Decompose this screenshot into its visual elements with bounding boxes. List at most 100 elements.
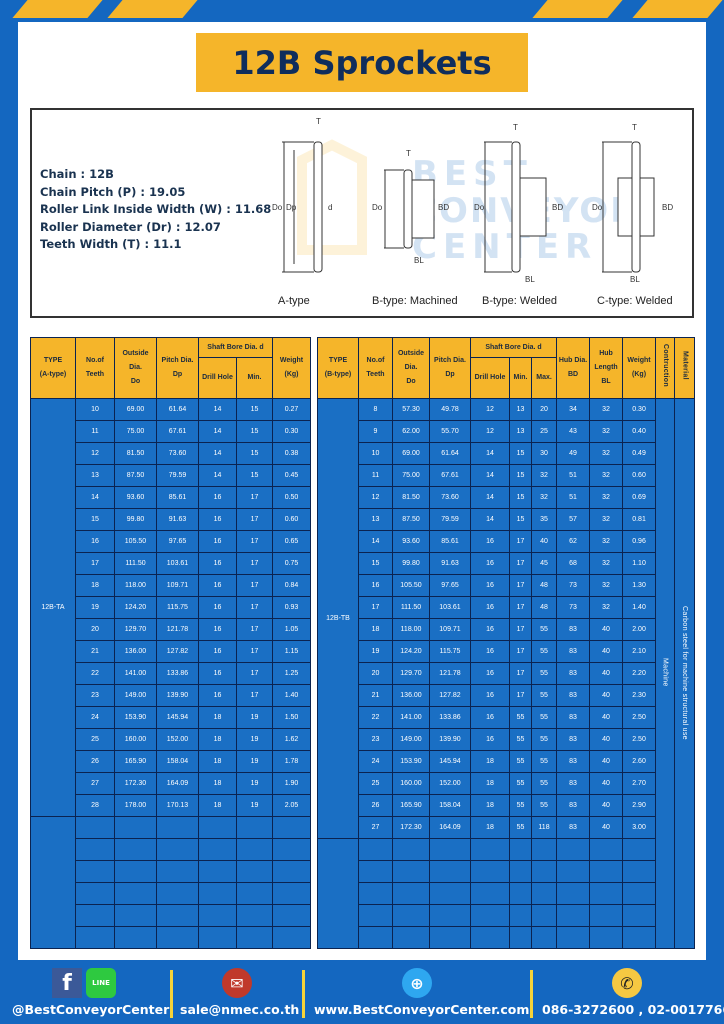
- table-cell: 22: [358, 706, 393, 729]
- table-cell: 69.00: [392, 442, 430, 465]
- table-cell: 55: [530, 640, 558, 663]
- empty-cell: [589, 926, 624, 949]
- table-cell: 11: [75, 420, 115, 443]
- empty-cell: [198, 860, 237, 883]
- table-cell: 152.00: [156, 728, 199, 751]
- social-handle[interactable]: @BestConveyorCenter: [12, 1002, 170, 1017]
- table-cell: 16: [470, 728, 510, 751]
- table-cell: 69.00: [114, 398, 157, 421]
- table-cell: 0.38: [272, 442, 311, 465]
- facebook-icon[interactable]: f: [52, 968, 82, 998]
- empty-cell: [556, 882, 591, 905]
- empty-cell: [392, 882, 430, 905]
- table-cell: 17: [509, 552, 532, 575]
- caption-a-type: A-type: [278, 295, 310, 307]
- table-row: 13 87.50 79.59 14 15 35 57 32 0.81: [318, 508, 695, 531]
- table-cell: 40: [530, 530, 558, 553]
- header-teeth: No.of Teeth: [75, 337, 115, 399]
- table-row: 23 149.00 139.90 16 17 1.40: [31, 684, 311, 707]
- table-cell: 16: [470, 552, 510, 575]
- table-cell: 49.78: [429, 398, 471, 421]
- table-cell: 16: [470, 662, 510, 685]
- empty-cell: [429, 838, 471, 861]
- empty-cell: [556, 860, 591, 883]
- table-cell: 17: [236, 684, 273, 707]
- line-icon[interactable]: LINE: [86, 968, 116, 998]
- table-cell: 15: [75, 508, 115, 531]
- table-cell: 26: [75, 750, 115, 773]
- table-cell: 12: [470, 420, 510, 443]
- table-cell: 0.40: [622, 420, 657, 443]
- stripe: [632, 0, 723, 18]
- empty-cell: [392, 904, 430, 927]
- table-row: 20 129.70 121.78 16 17 1.05: [31, 618, 311, 641]
- table-cell: 127.82: [156, 640, 199, 663]
- empty-cell: [556, 926, 591, 949]
- website-link[interactable]: www.BestConveyorCenter.com: [314, 1002, 530, 1017]
- empty-cell: [509, 904, 532, 927]
- table-row: 24 153.90 145.94 18 55 55 83 40 2.60: [318, 750, 695, 773]
- table-cell: 97.65: [156, 530, 199, 553]
- header-construction: Contruction: [655, 337, 676, 399]
- table-cell: 14: [358, 530, 393, 553]
- empty-cell: [236, 926, 273, 949]
- table-cell: 40: [589, 816, 624, 839]
- table-row: 18 118.00 109.71 16 17 55 83 40 2.00: [318, 618, 695, 641]
- empty-cell: [156, 882, 199, 905]
- a-type-table: TYPE (A-type) No.of Teeth Outside Dia. Do Pi…: [30, 337, 311, 949]
- table-cell: 40: [589, 728, 624, 751]
- table-cell: 9: [358, 420, 393, 443]
- table-cell: 103.61: [156, 552, 199, 575]
- empty-cell: [509, 882, 532, 905]
- table-cell: 139.90: [429, 728, 471, 751]
- table-cell: 14: [470, 442, 510, 465]
- globe-icon[interactable]: ⊕: [402, 968, 432, 998]
- construction-value: Machine: [661, 658, 669, 687]
- phone-numbers[interactable]: 086-3272600 , 02-0017766: [542, 1002, 724, 1017]
- label-do: Do: [592, 203, 603, 212]
- table-cell: 164.09: [156, 772, 199, 795]
- spec-list: Chain : 12B Chain Pitch (P) : 19.05 Roll…: [40, 166, 271, 254]
- table-cell: 15: [358, 552, 393, 575]
- empty-cell: [556, 838, 591, 861]
- table-cell: 17: [75, 552, 115, 575]
- empty-cell: [317, 838, 359, 949]
- table-cell: 19: [236, 772, 273, 795]
- empty-cell: [156, 904, 199, 927]
- header-max: Max.: [530, 357, 558, 399]
- table-cell: 81.50: [392, 486, 430, 509]
- empty-cell: [358, 904, 393, 927]
- table-cell: 32: [589, 552, 624, 575]
- table-cell: 73: [556, 574, 591, 597]
- table-cell: 141.00: [392, 706, 430, 729]
- table-cell: 91.63: [156, 508, 199, 531]
- table-cell: 32: [530, 464, 558, 487]
- email-icon[interactable]: ✉: [222, 968, 252, 998]
- table-cell: 2.50: [622, 706, 657, 729]
- empty-cell: [198, 816, 237, 839]
- empty-cell: [75, 816, 115, 839]
- table-row: 14 93.60 85.61 16 17 0.50: [31, 486, 311, 509]
- table-cell: 40: [589, 794, 624, 817]
- table-cell: 8: [358, 398, 393, 421]
- table-cell: 17: [509, 684, 532, 707]
- table-cell: 83: [556, 816, 591, 839]
- table-cell: 17: [236, 640, 273, 663]
- table-cell: 13: [509, 398, 532, 421]
- label-do: Do: [474, 203, 485, 212]
- table-cell: 32: [589, 486, 624, 509]
- table-cell: 16: [470, 640, 510, 663]
- empty-cell: [530, 882, 558, 905]
- table-cell: 160.00: [114, 728, 157, 751]
- empty-cell: [198, 926, 237, 949]
- empty-cell: [589, 860, 624, 883]
- table-cell: 32: [589, 420, 624, 443]
- header-shaft-bore: Shaft Bore Dia. d: [198, 337, 273, 358]
- header-outside-dia: Outside Dia. Do: [392, 337, 430, 399]
- email-link[interactable]: sale@nmec.co.th: [180, 1002, 300, 1017]
- table-cell: 105.50: [114, 530, 157, 553]
- table-cell: 1.62: [272, 728, 311, 751]
- table-cell: 55: [530, 772, 558, 795]
- table-cell: 21: [358, 684, 393, 707]
- phone-icon[interactable]: ✆: [612, 968, 642, 998]
